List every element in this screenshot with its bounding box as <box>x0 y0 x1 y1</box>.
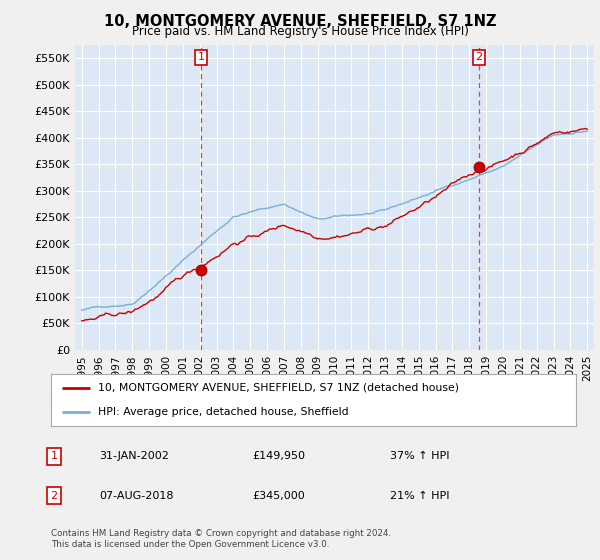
Text: Price paid vs. HM Land Registry's House Price Index (HPI): Price paid vs. HM Land Registry's House … <box>131 25 469 38</box>
Text: £149,950: £149,950 <box>252 451 305 461</box>
Text: 2: 2 <box>476 53 482 62</box>
Text: 31-JAN-2002: 31-JAN-2002 <box>99 451 169 461</box>
Text: 10, MONTGOMERY AVENUE, SHEFFIELD, S7 1NZ (detached house): 10, MONTGOMERY AVENUE, SHEFFIELD, S7 1NZ… <box>98 383 459 393</box>
Text: HPI: Average price, detached house, Sheffield: HPI: Average price, detached house, Shef… <box>98 407 349 417</box>
Text: 1: 1 <box>50 451 58 461</box>
Text: 10, MONTGOMERY AVENUE, SHEFFIELD, S7 1NZ: 10, MONTGOMERY AVENUE, SHEFFIELD, S7 1NZ <box>104 14 496 29</box>
Text: £345,000: £345,000 <box>252 491 305 501</box>
Text: 07-AUG-2018: 07-AUG-2018 <box>99 491 173 501</box>
Text: 37% ↑ HPI: 37% ↑ HPI <box>390 451 449 461</box>
Text: Contains HM Land Registry data © Crown copyright and database right 2024.
This d: Contains HM Land Registry data © Crown c… <box>51 529 391 549</box>
Text: 1: 1 <box>197 53 205 62</box>
Text: 2: 2 <box>50 491 58 501</box>
Text: 21% ↑ HPI: 21% ↑ HPI <box>390 491 449 501</box>
